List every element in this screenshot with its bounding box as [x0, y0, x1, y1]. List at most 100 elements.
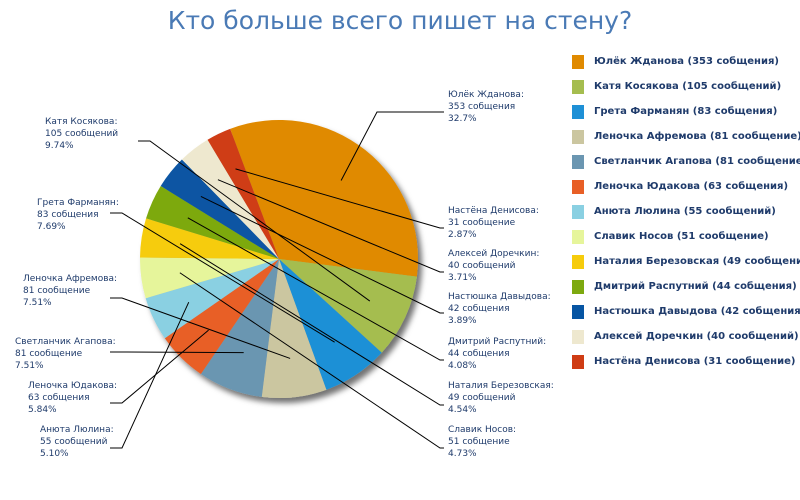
pie-slice-настёна-денисова: [207, 128, 279, 259]
legend-item-настюшка-давыдова: Настюшка Давыдова (42 собщения): [572, 299, 800, 324]
callout-line-наталия-березовская: [179, 243, 444, 406]
callout-name-грета-фарманян: Грета Фарманян:: [37, 198, 119, 208]
callout-count-наталия-березовская: 49 сообщений: [448, 393, 516, 403]
legend-swatch: [572, 79, 584, 94]
legend-swatch: [572, 54, 584, 69]
callout-count-алексей-доречкин: 40 сообщений: [448, 261, 516, 271]
legend-swatch: [572, 179, 584, 194]
legend-item-юлёк-жданова: Юлёк Жданова (353 собщения): [572, 49, 800, 74]
legend-label: Катя Косякова (105 сообщений): [594, 81, 782, 92]
callout-count-анюта-люлина: 55 сообщений: [40, 437, 108, 447]
legend-label: Грета Фарманян (83 собщения): [594, 106, 778, 117]
legend-item-леночка-юдакова: Леночка Юдакова (63 собщения): [572, 174, 800, 199]
pie-slice-катя-косякова: [279, 259, 417, 353]
callout-pct-настёна-денисова: 2.87%: [448, 230, 477, 240]
legend-item-славик-носов: Славик Носов (51 сообщение): [572, 224, 800, 249]
callout-name-славик-носов: Славик Носов:: [448, 425, 516, 435]
legend-item-настёна-денисова: Настёна Денисова (31 сообщение): [572, 349, 800, 374]
legend-item-грета-фарманян: Грета Фарманян (83 собщения): [572, 99, 800, 124]
callout-line-настюшка-давыдова: [200, 195, 444, 314]
legend-item-анюта-люлина: Анюта Люлина (55 сообщений): [572, 199, 800, 224]
legend-swatch: [572, 154, 584, 169]
pie-slice-грета-фарманян: [279, 259, 382, 390]
callout-name-светланчик-агапова: Светланчик Агапова:: [15, 337, 116, 347]
callout-name-катя-косякова: Катя Косякова:: [45, 117, 117, 127]
legend-item-леночка-афремова: Леночка Афремова (81 сообщение): [572, 124, 800, 149]
legend-swatch: [572, 129, 584, 144]
callout-count-славик-носов: 51 собщение: [448, 437, 510, 447]
legend-item-алексей-доречкин: Алексей Доречкин (40 сообщений): [572, 324, 800, 349]
callout-count-светланчик-агапова: 81 сообщение: [15, 349, 83, 359]
legend-swatch: [572, 229, 584, 244]
callout-pct-леночка-афремова: 7.51%: [23, 298, 52, 308]
legend-label: Дмитрий Распутний (44 собщения): [594, 281, 797, 292]
legend: Юлёк Жданова (353 собщения) Катя Косякова…: [572, 49, 800, 374]
legend-item-светланчик-агапова: Светланчик Агапова (81 сообщение): [572, 149, 800, 174]
callout-name-алексей-доречкин: Алексей Доречкин:: [448, 249, 539, 259]
callout-name-наталия-березовская: Наталия Березовская:: [448, 381, 554, 391]
pie-slice-наталия-березовская: [140, 218, 279, 259]
callout-count-грета-фарманян: 83 собщения: [37, 210, 98, 220]
callout-name-дмитрий-распутний: Дмитрий Распутний:: [448, 337, 546, 347]
callout-name-леночка-юдакова: Леночка Юдакова:: [28, 381, 117, 391]
pie-slices: [139, 120, 418, 398]
callout-pct-светланчик-агапова: 7.51%: [15, 361, 44, 371]
callout-line-леночка-афремова: [110, 297, 291, 359]
callout-count-настюшка-давыдова: 42 собщения: [448, 304, 509, 314]
legend-label: Леночка Афремова (81 сообщение): [594, 131, 800, 142]
legend-swatch: [572, 329, 584, 344]
callout-name-настёна-денисова: Настёна Денисова:: [448, 206, 539, 216]
legend-label: Настюшка Давыдова (42 собщения): [594, 306, 800, 317]
legend-swatch: [572, 254, 584, 269]
callout-line-алексей-доречкин: [217, 179, 444, 273]
callout-line-юлёк-жданова: [340, 111, 444, 181]
legend-swatch: [572, 354, 584, 369]
callout-pct-наталия-березовская: 4.54%: [448, 405, 477, 415]
legend-label: Настёна Денисова (31 сообщение): [594, 356, 796, 367]
legend-swatch: [572, 104, 584, 119]
legend-label: Анюта Люлина (55 сообщений): [594, 206, 776, 217]
callout-line-леночка-юдакова: [110, 329, 209, 404]
callout-count-настёна-денисова: 31 сообщение: [448, 218, 516, 228]
legend-item-катя-косякова: Катя Косякова (105 сообщений): [572, 74, 800, 99]
legend-label: Алексей Доречкин (40 сообщений): [594, 331, 799, 342]
callout-pct-славик-носов: 4.73%: [448, 449, 477, 459]
callout-name-настюшка-давыдова: Настюшка Давыдова:: [448, 292, 551, 302]
callout-pct-анюта-люлина: 5.10%: [40, 449, 69, 459]
legend-label: Наталия Березовская (49 сообщений): [594, 256, 800, 267]
chart-title: Кто больше всего пишет на стену?: [167, 6, 633, 35]
callout-line-грета-фарманян: [110, 212, 335, 343]
legend-label: Светланчик Агапова (81 сообщение): [594, 156, 800, 167]
pie-slice-юлёк-жданова: [230, 120, 418, 277]
callout-count-леночка-афремова: 81 сообщение: [23, 286, 91, 296]
legend-label: Леночка Юдакова (63 собщения): [594, 181, 789, 192]
callout-pct-юлёк-жданова: 32.7%: [448, 114, 477, 124]
callout-count-леночка-юдакова: 63 собщения: [28, 393, 89, 403]
callout-line-анюта-люлина: [110, 302, 190, 449]
pie-slice-настюшка-давыдова: [160, 159, 279, 259]
pie-slice-леночка-афремова: [261, 259, 327, 398]
callout-count-дмитрий-распутний: 44 собщения: [448, 349, 509, 359]
legend-swatch: [572, 204, 584, 219]
callout-pct-дмитрий-распутний: 4.08%: [448, 361, 477, 371]
legend-label: Юлёк Жданова (353 собщения): [594, 56, 779, 67]
pie-slice-дмитрий-распутний: [146, 185, 279, 259]
callout-pct-грета-фарманян: 7.69%: [37, 222, 66, 232]
callout-line-катя-косякова: [138, 140, 371, 302]
callout-line-славик-носов: [179, 272, 444, 449]
callout-count-юлёк-жданова: 353 собщения: [448, 102, 515, 112]
callout-name-юлёк-жданова: Юлёк Жданова:: [448, 90, 524, 100]
callout-pct-катя-косякова: 9.74%: [45, 141, 74, 151]
callout-name-анюта-люлина: Анюта Люлина:: [40, 425, 114, 435]
callout-pct-алексей-доречкин: 3.71%: [448, 273, 477, 283]
callout-name-леночка-афремова: Леночка Афремова:: [23, 274, 117, 284]
legend-label: Славик Носов (51 сообщение): [594, 231, 769, 242]
callout-pct-леночка-юдакова: 5.84%: [28, 405, 57, 415]
callout-line-светланчик-агапова: [110, 351, 244, 354]
pie-slice-славик-носов: [139, 257, 279, 299]
pie-callouts: Юлёк Жданова: 353 собщения 32.7% Катя Косяк…: [15, 90, 554, 459]
legend-swatch: [572, 279, 584, 294]
callout-line-настёна-денисова: [235, 168, 444, 229]
callout-count-катя-косякова: 105 сообщений: [45, 129, 118, 139]
